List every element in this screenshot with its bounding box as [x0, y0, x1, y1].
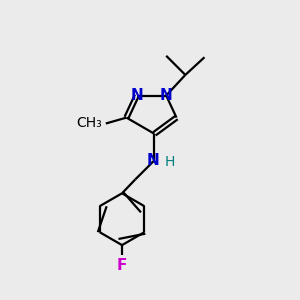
Text: F: F: [117, 258, 127, 273]
Text: H: H: [165, 155, 175, 169]
Text: N: N: [147, 153, 159, 168]
Text: N: N: [160, 88, 172, 103]
Text: N: N: [130, 88, 143, 103]
Text: CH₃: CH₃: [76, 116, 102, 130]
